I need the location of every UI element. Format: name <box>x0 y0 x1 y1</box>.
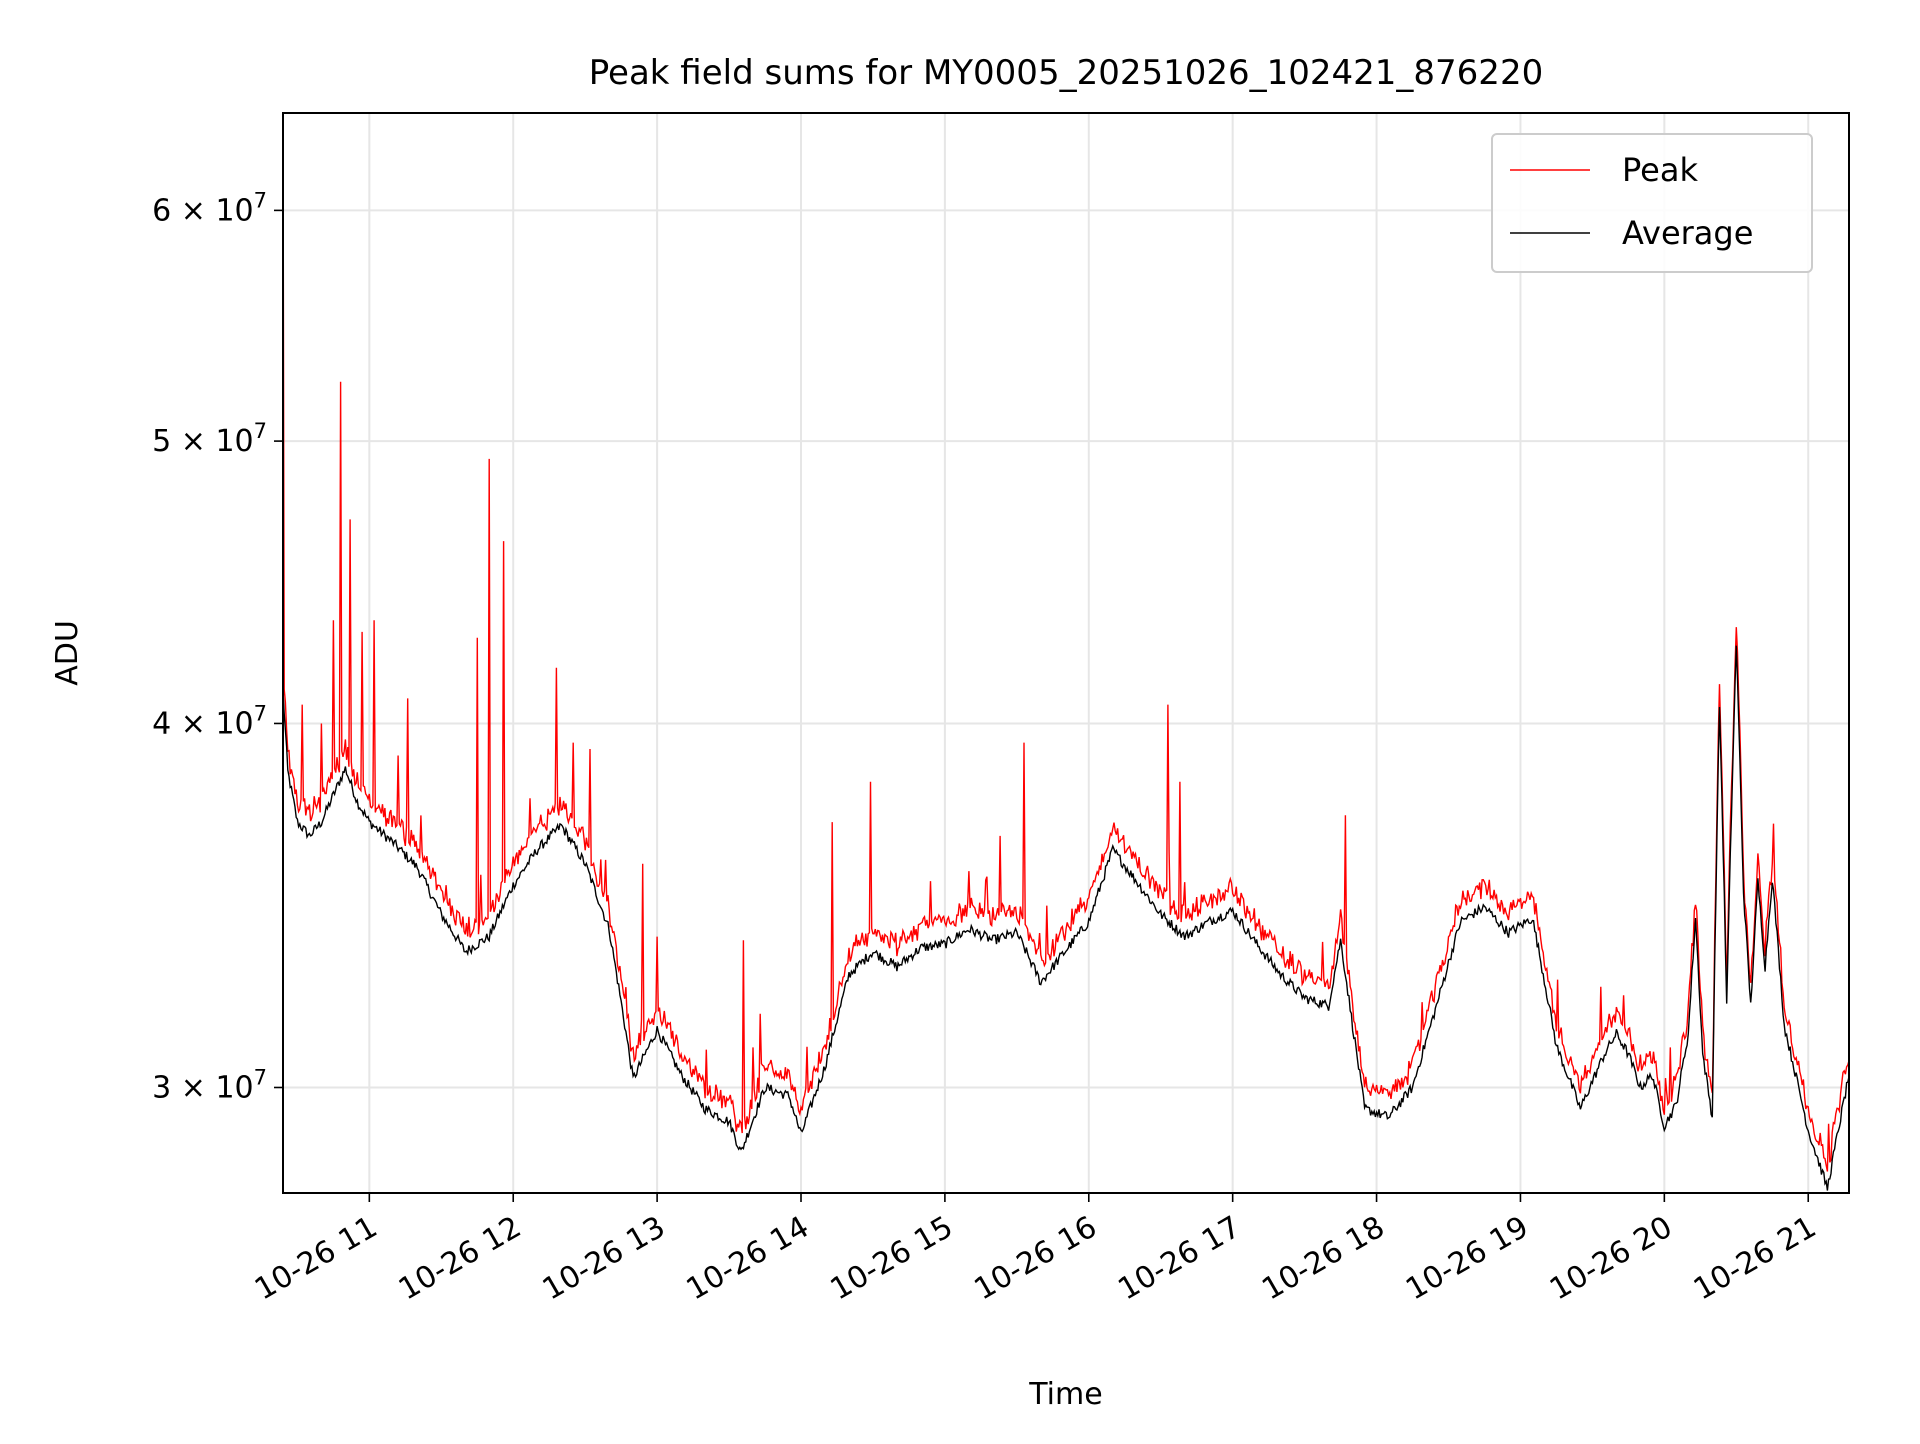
legend-label-peak: Peak <box>1622 151 1698 189</box>
y-tick-exponent: 7 <box>254 188 267 212</box>
series-line-average <box>283 645 1849 1191</box>
y-tick-base: 10 <box>215 193 253 228</box>
legend-box <box>1491 133 1813 273</box>
y-tick-label: 3 × 107 <box>152 1065 267 1105</box>
y-tick-mantissa: 6 <box>152 193 171 228</box>
y-tick-base: 10 <box>215 424 253 459</box>
y-tick-exponent: 7 <box>254 701 267 725</box>
legend: Peak Average <box>1491 133 1813 273</box>
y-tick-times: × <box>171 193 215 228</box>
y-tick-times: × <box>171 706 215 741</box>
y-axis-label: ADU <box>50 620 85 686</box>
y-tick-times: × <box>171 424 215 459</box>
y-tick-exponent: 7 <box>254 1065 267 1089</box>
x-axis-label: Time <box>1028 1377 1102 1412</box>
grid <box>283 113 1849 1193</box>
y-tick-label: 4 × 107 <box>152 701 267 741</box>
y-tick-base: 10 <box>215 706 253 741</box>
series-line-peak <box>283 113 1849 1172</box>
y-tick-mantissa: 5 <box>152 424 171 459</box>
y-tick-label: 6 × 107 <box>152 188 267 228</box>
y-tick-exponent: 7 <box>254 419 267 443</box>
chart-title: Peak field sums for MY0005_20251026_1024… <box>589 53 1543 93</box>
series-layer <box>283 113 1849 1191</box>
y-tick-mantissa: 4 <box>152 706 171 741</box>
legend-label-average: Average <box>1622 214 1753 252</box>
y-tick-label: 5 × 107 <box>152 419 267 459</box>
plot-frame <box>282 112 1850 1194</box>
y-tick-base: 10 <box>215 1070 253 1105</box>
y-tick-mantissa: 3 <box>152 1070 171 1105</box>
y-tick-times: × <box>171 1070 215 1105</box>
